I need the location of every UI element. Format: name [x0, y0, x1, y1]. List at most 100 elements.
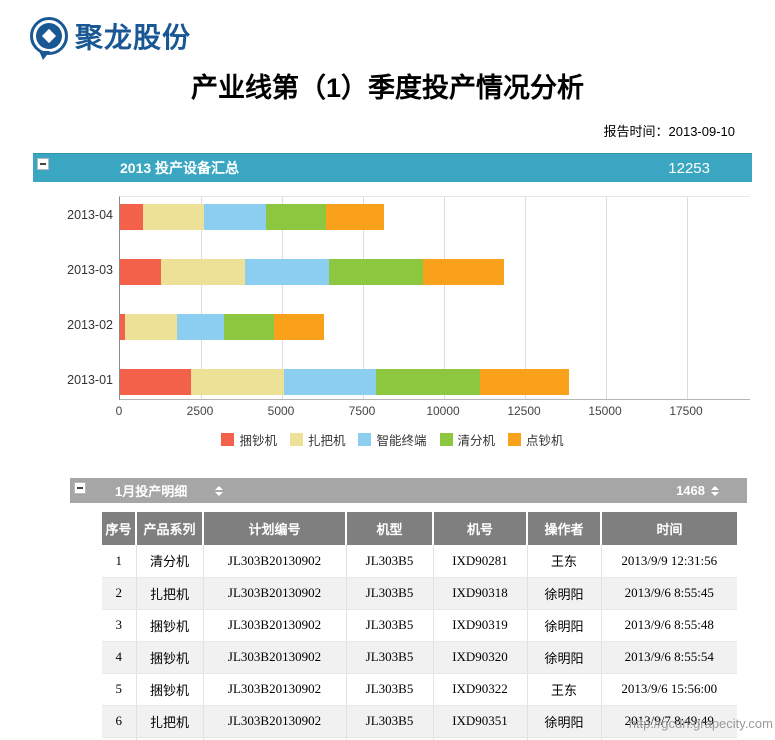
column-header: 产品系列	[136, 512, 204, 545]
table-cell: JL303B20130902	[203, 577, 347, 610]
table-row: 4 捆钞机 JL303B20130902 JL303B5 IXD90320 徐明阳 2013…	[102, 641, 737, 674]
table-row: 1 清分机 JL303B20130902 JL303B5 IXD90281 王东 2013/…	[102, 545, 737, 578]
sort-icon[interactable]	[711, 485, 719, 496]
legend-item: 智能终端	[358, 430, 427, 449]
table-cell: IXD90319	[433, 609, 528, 642]
table-header-row: 序号 产品系列 计划编号 机型 机号 操作者 时间	[102, 512, 737, 545]
table-cell: 捆钞机	[136, 641, 204, 674]
chart-legend: 捆钞机 扎把机 智能终端 清分机 点钞机	[33, 430, 752, 449]
report-time-value: 2013-09-10	[668, 124, 736, 139]
table-cell	[527, 737, 602, 740]
collapse-icon[interactable]	[37, 158, 49, 170]
bar-segment	[422, 259, 504, 285]
gridline	[687, 197, 688, 399]
gridline	[525, 197, 526, 399]
table-cell: JL303B5	[346, 705, 434, 738]
bar-segment	[120, 259, 161, 285]
table-cell: IXD90351	[433, 705, 528, 738]
legend-label: 捆钞机	[239, 434, 277, 448]
gridline	[201, 197, 202, 399]
legend-item: 点钞机	[508, 430, 564, 449]
detail-panel-count: 1468	[676, 483, 705, 498]
table-row: 2 扎把机 JL303B20130902 JL303B5 IXD90318 徐明阳 2013…	[102, 577, 737, 610]
table-cell: 扎把机	[136, 577, 204, 610]
bar-segment	[204, 204, 266, 230]
table-row: 5 捆钞机 JL303B20130902 JL303B5 IXD90322 王东 2013/…	[102, 673, 737, 706]
x-tick-label: 10000	[426, 404, 460, 418]
table-cell: IXD90320	[433, 641, 528, 674]
logo-icon	[30, 17, 68, 60]
bar-segment	[325, 204, 385, 230]
x-tick-label: 17500	[669, 404, 703, 418]
bar-segment	[142, 204, 205, 230]
bar-segment	[160, 259, 245, 285]
table-cell: 2013/9/6 8:55:45	[601, 577, 737, 610]
table-cell: JL303B20130902	[203, 705, 347, 738]
table-cell: 2013/9/9 12:31:56	[601, 545, 737, 578]
table-cell: 扎把机	[136, 705, 204, 738]
legend-swatch-icon	[439, 433, 453, 446]
collapse-icon[interactable]	[74, 482, 86, 494]
bar-segment	[283, 369, 376, 395]
bar-segment	[375, 369, 480, 395]
table-cell: JL303B5	[346, 609, 434, 642]
table-cell: 1	[102, 545, 137, 578]
table-cell: JL303B20130902	[203, 545, 347, 578]
legend-swatch-icon	[358, 433, 372, 446]
category-label: 2013-02	[67, 318, 113, 332]
bar-segment	[120, 369, 192, 395]
stacked-bar	[120, 204, 385, 230]
category-label: 2013-01	[67, 373, 113, 387]
x-tick-label: 12500	[507, 404, 541, 418]
x-tick-label: 15000	[588, 404, 622, 418]
sort-icon[interactable]	[215, 485, 224, 496]
table-cell: 4	[102, 641, 137, 674]
table-cell: JL303B5	[346, 577, 434, 610]
table-cell: 捆钞机	[136, 673, 204, 706]
bar-segment	[191, 369, 284, 395]
column-header: 序号	[102, 512, 137, 545]
report-time: 报告时间：2013-09-10	[603, 121, 735, 140]
table-cell: JL303B20130902	[203, 609, 347, 642]
x-tick-label: 7500	[348, 404, 376, 418]
table-cell	[601, 737, 737, 740]
table-cell: JL303B20130902	[203, 673, 347, 706]
table-cell: IXD90322	[433, 673, 528, 706]
table-cell: 清分机	[136, 545, 204, 578]
table-row: 3 捆钞机 JL303B20130902 JL303B5 IXD90319 徐明阳 2013…	[102, 609, 737, 642]
column-header: 机型	[346, 512, 434, 545]
stacked-bar	[120, 259, 504, 285]
x-tick-label: 0	[115, 404, 123, 418]
summary-panel-header: 2013 投产设备汇总 12253	[33, 153, 752, 182]
gridline	[606, 197, 607, 399]
table-cell: 6	[102, 705, 137, 738]
summary-panel-title: 2013 投产设备汇总	[120, 160, 240, 176]
table-cell: 徐明阳	[527, 705, 602, 738]
bar-segment	[479, 369, 569, 395]
table-cell: 2013/9/6 15:56:00	[601, 673, 737, 706]
legend-swatch-icon	[221, 433, 235, 446]
table-row: 6 扎把机 JL303B20130902 JL303B5 IXD90351 徐明阳 2013…	[102, 705, 737, 738]
table-cell: 徐明阳	[527, 641, 602, 674]
category-label: 2013-04	[67, 208, 113, 222]
table-cell: 徐明阳	[527, 609, 602, 642]
gridline	[444, 197, 445, 399]
stacked-bar	[120, 369, 569, 395]
page-title: 产业线第（1）季度投产情况分析	[190, 73, 584, 103]
table-cell: IXD90318	[433, 577, 528, 610]
bar-segment	[328, 259, 423, 285]
summary-panel-total: 12253	[668, 159, 710, 177]
production-detail-table: 序号 产品系列 计划编号 机型 机号 操作者 时间 1 清分机 JL303B20130902 JL…	[102, 512, 737, 740]
table-cell: 2013/9/6 8:55:54	[601, 641, 737, 674]
company-logo: 聚龙股份	[30, 16, 191, 60]
report-time-label: 报告时间：	[603, 124, 669, 139]
table-cell: 2013/9/7 8:49:49	[601, 705, 737, 738]
table-row	[102, 737, 737, 740]
table-cell: 徐明阳	[527, 577, 602, 610]
bar-segment	[176, 314, 224, 340]
bar-segment	[265, 204, 326, 230]
stacked-bar	[120, 314, 325, 340]
x-tick-label: 2500	[186, 404, 214, 418]
column-header: 计划编号	[203, 512, 347, 545]
table-cell	[102, 737, 137, 740]
